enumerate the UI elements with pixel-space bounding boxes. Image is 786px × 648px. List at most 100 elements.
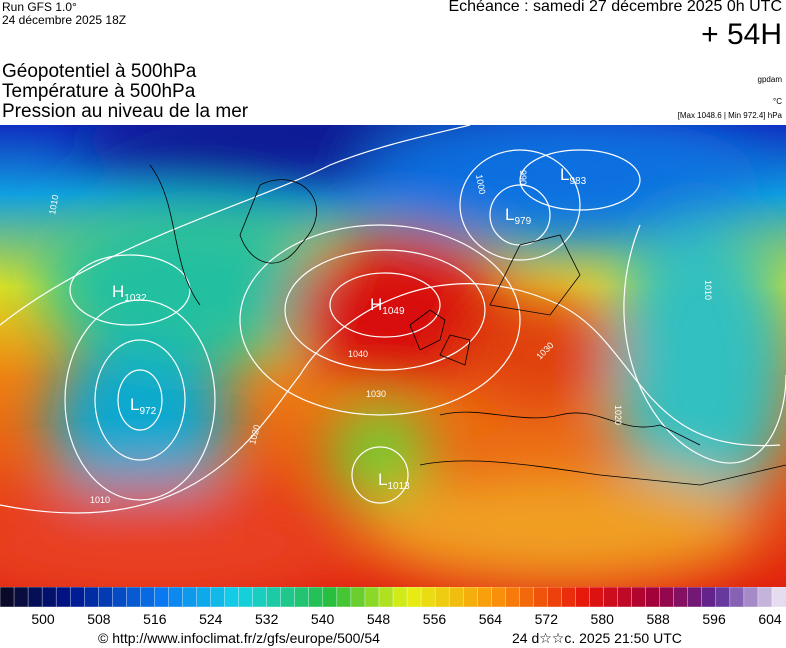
colorbar-cell xyxy=(266,587,282,608)
colorbar-cell xyxy=(477,587,492,608)
title-1: Géopotentiel à 500hPa xyxy=(2,61,197,82)
colorbar-cell xyxy=(294,587,310,608)
colorbar-cell xyxy=(434,587,450,608)
colorbar-cell xyxy=(364,587,380,608)
unit-pressure: [Max 1048.6 | Min 972.4] hPa xyxy=(677,111,782,120)
colorbar-cell xyxy=(505,587,521,608)
isobar-label: 1000 xyxy=(474,174,487,195)
colorbar-cell xyxy=(336,587,352,608)
colorbar: 500 508 516 524 532 540 548 556 564 572 580 588 596 6… xyxy=(0,587,786,627)
colorbar-cell xyxy=(378,587,394,608)
valid-time: Echéance : samedi 27 décembre 2025 0h UT… xyxy=(448,0,782,15)
center-value: 1013 xyxy=(387,481,410,492)
colorbar-cell xyxy=(112,587,128,608)
colorbar-cell xyxy=(27,587,43,608)
colorbar-label: 580 xyxy=(591,611,615,627)
generated: 24 d☆☆c. 2025 21:50 UTC xyxy=(512,630,682,646)
colorbar-label: 540 xyxy=(311,611,335,627)
colorbar-cell xyxy=(168,587,184,608)
isobar-label: 990 xyxy=(518,170,528,185)
colorbar-cell xyxy=(687,587,703,608)
colorbar-label: 588 xyxy=(646,611,670,627)
run: Run GFS 1.0° xyxy=(2,0,77,14)
center: H1032 xyxy=(112,282,147,304)
center-value: 983 xyxy=(569,176,586,187)
colorbar-cell xyxy=(575,587,591,608)
coastlines xyxy=(149,164,786,486)
center-letter: H xyxy=(112,282,124,301)
source: © http://www.infoclimat.fr/z/gfs/europe/… xyxy=(98,630,380,646)
center-letter: L xyxy=(560,165,569,184)
colorbar-label: 596 xyxy=(702,611,726,627)
isobar-label: 1040 xyxy=(348,349,368,359)
colorbar-cell xyxy=(41,587,57,608)
center: L1013 xyxy=(378,470,410,492)
colorbar-cell xyxy=(406,587,422,608)
colorbar-cell xyxy=(603,587,619,608)
colorbar-cell xyxy=(154,587,170,608)
colorbar-cell xyxy=(561,587,577,608)
colorbar-label: 604 xyxy=(758,611,782,627)
colorbar-cell xyxy=(210,587,226,608)
isobar-label: 1010 xyxy=(47,194,60,215)
colorbar-label: 548 xyxy=(367,611,391,627)
colorbar-cell xyxy=(182,587,198,608)
colorbar-cell xyxy=(729,587,745,608)
colorbar-cell xyxy=(280,587,296,608)
map: 1040 1030 1020 1010 1000 990 1030 1020 1… xyxy=(0,125,786,587)
colorbar-cell xyxy=(715,587,731,608)
colorbar-cell xyxy=(631,587,647,608)
field xyxy=(0,125,786,587)
colorbar-label: 572 xyxy=(535,611,559,627)
colorbar-cell xyxy=(491,587,506,608)
colorbar-cell xyxy=(55,587,71,608)
isobar-label: 1010 xyxy=(90,495,110,505)
colorbar-cell xyxy=(462,587,478,608)
colorbar-cell xyxy=(519,587,535,608)
isobar-label: 1010 xyxy=(703,280,713,300)
lead-time: + 54H xyxy=(701,18,782,51)
colorbar-label: 524 xyxy=(199,611,223,627)
colorbar-cell xyxy=(448,587,464,608)
colorbar-cell xyxy=(0,587,15,608)
center-letter: L xyxy=(505,205,514,224)
center: H1049 xyxy=(370,295,405,317)
colorbar-label: 564 xyxy=(479,611,503,627)
isobar-label: 1030 xyxy=(366,389,386,399)
center: L983 xyxy=(560,165,587,187)
colorbar-cell xyxy=(84,587,99,608)
colorbar-label: 508 xyxy=(87,611,111,627)
center: L972 xyxy=(130,395,157,417)
colorbar-cell xyxy=(645,587,661,608)
colorbar-cell xyxy=(98,587,113,608)
colorbar-cell xyxy=(533,587,549,608)
unit-temperature: °C xyxy=(773,97,782,106)
colorbar-cell xyxy=(392,587,408,608)
title-3: Pression au niveau de la mer xyxy=(2,101,249,122)
colorbar-cell xyxy=(196,587,212,608)
colorbar-cell xyxy=(140,587,156,608)
colorbar-label: 516 xyxy=(143,611,167,627)
colorbar-cell xyxy=(13,587,29,608)
colorbar-cell xyxy=(252,587,268,608)
colorbar-cell xyxy=(224,587,240,608)
isobar-label: 1020 xyxy=(613,405,623,425)
colorbar-cell xyxy=(322,587,338,608)
center-value: 1049 xyxy=(382,306,405,317)
center: L979 xyxy=(505,205,532,227)
colorbar-cell xyxy=(757,587,773,608)
center-value: 1032 xyxy=(124,293,147,304)
center-letter: H xyxy=(370,295,382,314)
center-value: 972 xyxy=(139,406,156,417)
colorbar-cell xyxy=(350,587,366,608)
colorbar-cell xyxy=(238,587,254,608)
pressure-centers: L983 L979 H1049 H1032 L972 L1013 xyxy=(112,165,587,492)
colorbar-cell xyxy=(617,587,633,608)
colorbar-cell xyxy=(420,587,436,608)
run-date: 24 décembre 2025 18Z xyxy=(2,13,127,27)
center-value: 979 xyxy=(514,216,531,227)
colorbar-cell xyxy=(126,587,142,608)
colorbar-cell xyxy=(673,587,689,608)
unit-geopotential: gpdam xyxy=(757,75,782,84)
